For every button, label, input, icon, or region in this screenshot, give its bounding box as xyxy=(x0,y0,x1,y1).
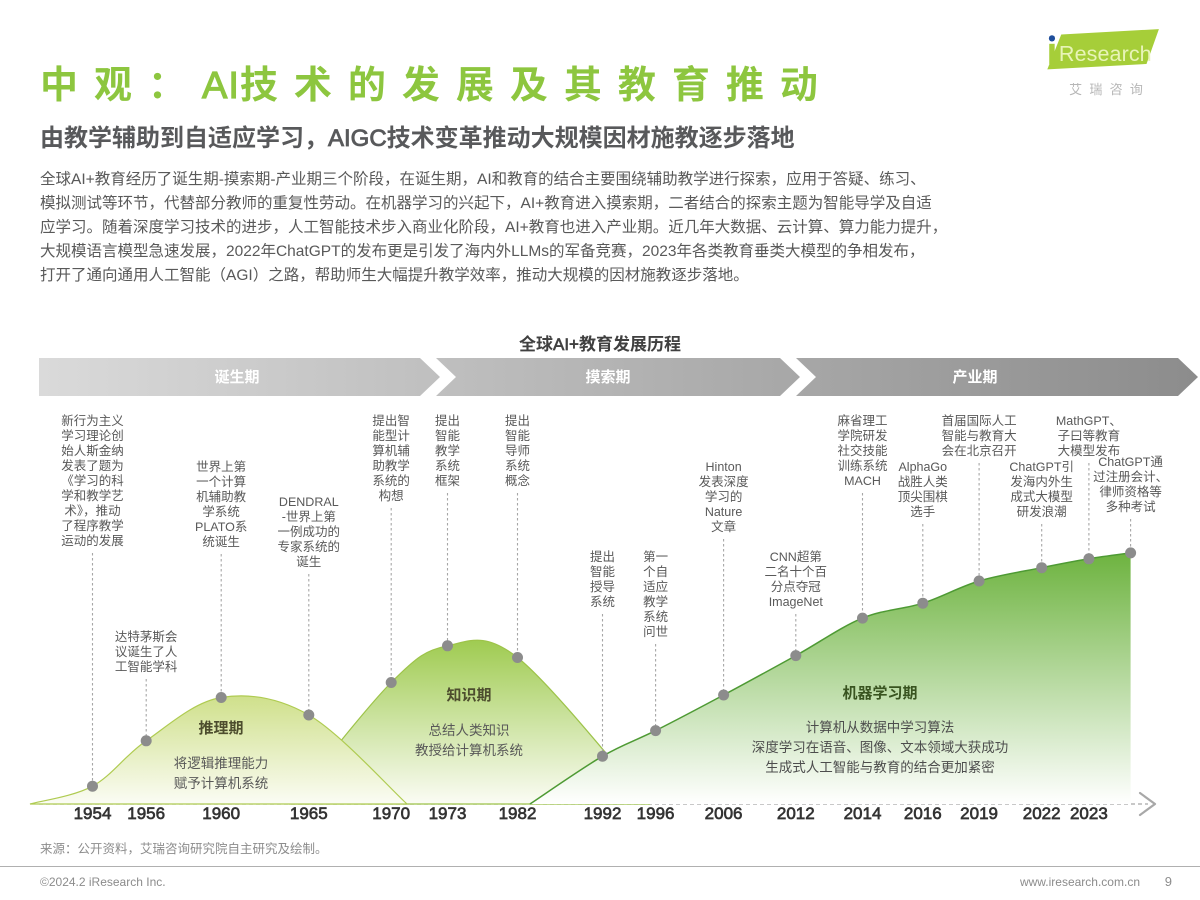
svg-text:诞生期: 诞生期 xyxy=(214,369,259,386)
svg-text:摸索期: 摸索期 xyxy=(585,368,630,386)
svg-text:Research: Research xyxy=(1059,41,1152,66)
svg-text:产业期: 产业期 xyxy=(952,369,997,386)
